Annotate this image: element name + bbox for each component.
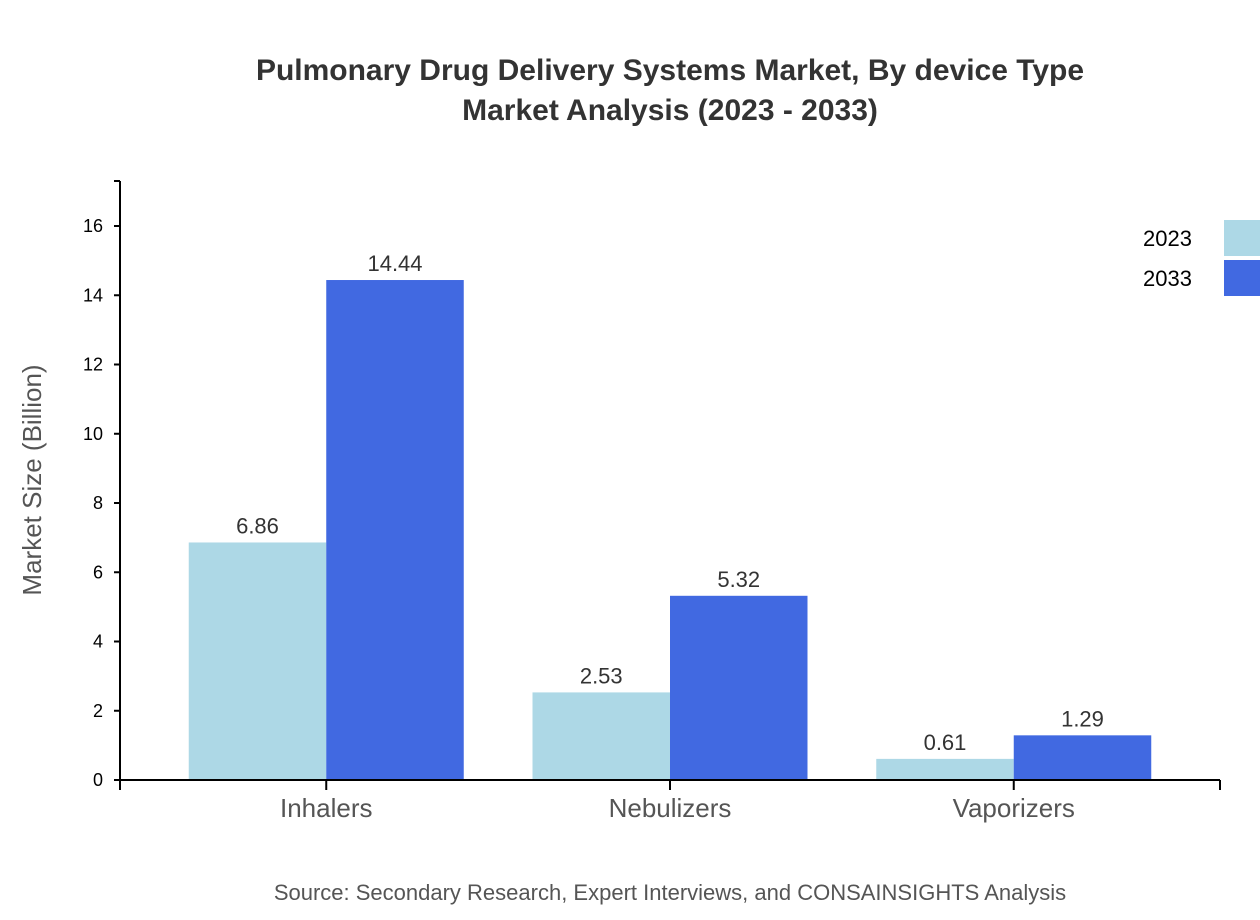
legend-label: 2023 <box>1143 226 1192 251</box>
bar-2033-vaporizers <box>1013 735 1152 780</box>
x-tick-label: Nebulizers <box>609 793 732 823</box>
data-label: 0.61 <box>924 730 967 755</box>
y-axis: 0 2 4 6 8 10 12 14 16 <box>83 180 121 790</box>
data-label: 5.32 <box>717 567 760 592</box>
bar-2033-inhalers <box>326 280 464 780</box>
legend-swatch-2033 <box>1224 260 1260 296</box>
data-label: 2.53 <box>580 663 623 688</box>
y-tick-label: 0 <box>93 770 103 790</box>
x-tick-label: Inhalers <box>280 793 373 823</box>
y-axis-label: Market Size (Billion) <box>17 364 47 595</box>
y-tick-label: 2 <box>93 701 103 721</box>
data-label: 6.86 <box>236 513 279 538</box>
legend-swatch-2023 <box>1224 220 1260 256</box>
source-note: Source: Secondary Research, Expert Inter… <box>274 880 1066 905</box>
bars-group: 6.86 14.44 2.53 5.32 0.61 1.29 <box>188 251 1152 780</box>
bar-2023-nebulizers <box>532 692 670 780</box>
y-tick-label: 10 <box>83 424 103 444</box>
y-tick-label: 6 <box>93 562 103 582</box>
data-label: 14.44 <box>367 251 422 276</box>
y-tick-label: 4 <box>93 632 103 652</box>
y-tick-label: 8 <box>93 493 103 513</box>
chart-title: Pulmonary Drug Delivery Systems Market, … <box>256 54 1084 87</box>
x-axis: Inhalers Nebulizers Vaporizers <box>119 779 1221 823</box>
legend: 2023 2033 <box>1143 220 1260 296</box>
data-label: 1.29 <box>1061 706 1104 731</box>
y-tick-label: 12 <box>83 355 103 375</box>
bar-2023-vaporizers <box>876 758 1014 780</box>
chart-subtitle: Market Analysis (2023 - 2033) <box>462 94 878 127</box>
legend-label: 2033 <box>1143 266 1192 291</box>
bar-2033-nebulizers <box>670 595 808 780</box>
y-tick-label: 14 <box>83 285 103 305</box>
y-tick-label: 16 <box>83 216 103 236</box>
x-tick-label: Vaporizers <box>953 793 1075 823</box>
bar-2023-inhalers <box>188 542 327 780</box>
